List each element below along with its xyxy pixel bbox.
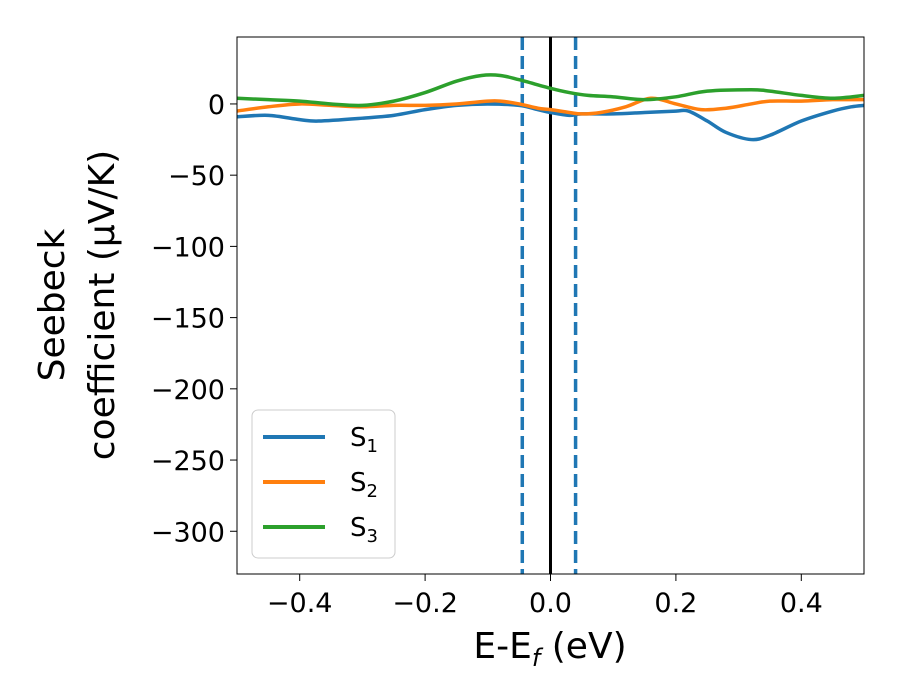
y-tick-label: −50	[168, 161, 225, 192]
y-tick-label: −200	[151, 375, 225, 406]
legend: S1 S2 S3	[251, 409, 396, 559]
reference-lines	[520, 37, 578, 574]
x-axis-title-main: E-E	[473, 626, 531, 667]
series-line-s3	[236, 73, 865, 108]
x-tick-label: 0.4	[780, 588, 823, 619]
y-tick-label: −100	[151, 232, 225, 263]
plot-frame	[236, 36, 865, 575]
legend-label-s2: S2	[350, 468, 378, 502]
legend-label-s1: S1	[350, 423, 378, 457]
y-axis-ticks: 0 −50 −100 −150 −200 −250 −300	[151, 90, 237, 548]
x-tick-label: −0.2	[392, 588, 458, 619]
y-axis-title-line1: Seebeck	[32, 228, 73, 381]
y-tick-label: −300	[151, 517, 225, 548]
y-tick-label: −150	[151, 304, 225, 335]
series-lines	[236, 73, 865, 142]
x-tick-label: 0.0	[529, 588, 572, 619]
y-tick-label: 0	[208, 90, 225, 121]
x-axis-ticks: −0.4 −0.2 0.0 0.2 0.4	[267, 574, 823, 619]
x-tick-label: 0.2	[654, 588, 697, 619]
legend-label-s3: S3	[350, 513, 378, 547]
y-axis-title-line2: coefficient (μV/K)	[82, 150, 123, 460]
x-tick-label: −0.4	[267, 588, 333, 619]
x-axis-title-unit: (eV)	[540, 626, 626, 667]
x-axis-title: E-Ef (eV)	[473, 626, 626, 672]
y-tick-label: −250	[151, 446, 225, 477]
